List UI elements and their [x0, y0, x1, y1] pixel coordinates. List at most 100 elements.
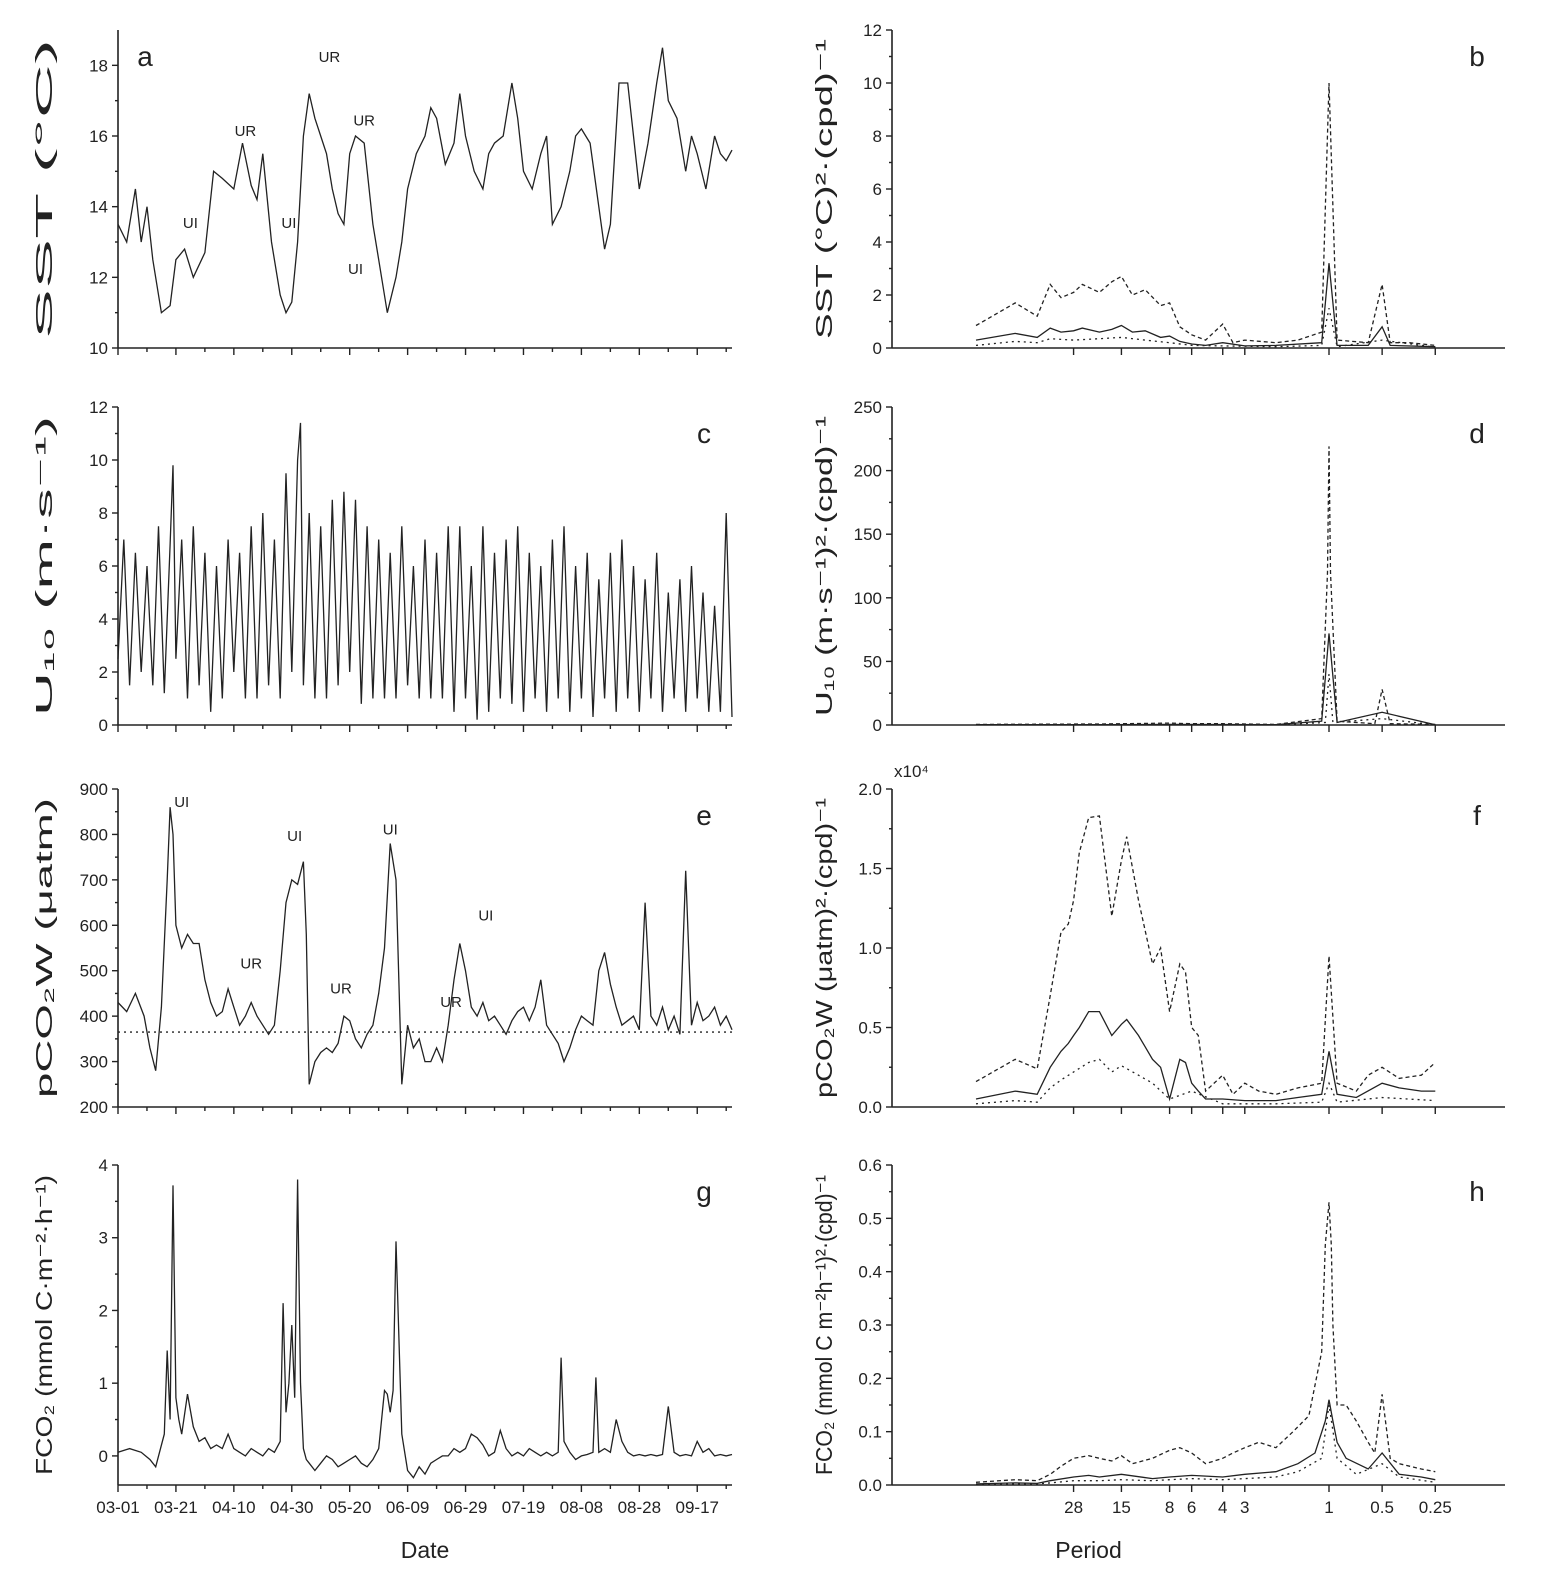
- y-tick-label: 0.3: [858, 1316, 882, 1335]
- multiplier-label: x10⁴: [894, 762, 929, 781]
- x-tick-label: 04-10: [212, 1498, 255, 1517]
- y-tick-label: 0.1: [858, 1423, 882, 1442]
- y-tick-label: 4: [99, 1156, 108, 1175]
- series-line-upper: [975, 815, 1436, 1096]
- x-tick-label: 6: [1187, 1498, 1196, 1517]
- x-tick-label: 06-29: [444, 1498, 487, 1517]
- panel-c: 0 2 4 6 8 10 12 c U₁₀ (m·s⁻¹): [31, 398, 733, 735]
- annotation-label: UI: [287, 828, 302, 845]
- x-tick-label: 08-28: [618, 1498, 661, 1517]
- y-tick-label: 600: [80, 916, 108, 935]
- annotation-label: UI: [478, 908, 493, 925]
- x-axis-title: Date: [401, 1537, 450, 1563]
- y-tick-label: 1.0: [858, 939, 882, 958]
- y-tick-label: 10: [89, 339, 108, 358]
- y-tick-label: 18: [89, 56, 108, 75]
- y-axis-title: FCO₂ (mmol C·m⁻²·h⁻¹): [31, 1175, 57, 1475]
- series-line-lower: [975, 308, 1436, 348]
- series-line-lower: [976, 674, 1436, 726]
- y-tick-label: 0.0: [858, 1476, 882, 1495]
- y-tick-label: 12: [863, 21, 882, 40]
- y-tick-label: 10: [89, 451, 108, 470]
- y-tick-label: 6: [99, 557, 108, 576]
- y-tick-label: 700: [80, 871, 108, 890]
- panel-f: 0.0 0.5 1.0 1.5 2.0 f pCO₂W (μatm)²·(cpd)⁻¹ x10…: [811, 762, 1505, 1117]
- y-tick-label: 800: [80, 825, 108, 844]
- y-tick-label: 0: [99, 1447, 108, 1466]
- y-tick-label: 1.5: [858, 860, 882, 879]
- annotation-label: UR: [235, 123, 257, 140]
- x-tick-label: 06-09: [386, 1498, 429, 1517]
- x-tick-label: 05-20: [328, 1498, 371, 1517]
- x-tick-label: 4: [1218, 1498, 1227, 1517]
- annotation-label: UI: [281, 215, 296, 232]
- annotation-label: UI: [174, 794, 189, 811]
- y-tick-label: 4: [873, 233, 882, 252]
- panel-letter: d: [1469, 418, 1485, 449]
- x-tick-label: 03-01: [96, 1498, 139, 1517]
- y-tick-label: 16: [89, 127, 108, 146]
- y-tick-label: 250: [854, 398, 882, 417]
- y-tick-label: 12: [89, 398, 108, 417]
- x-tick-label: 15: [1112, 1498, 1131, 1517]
- y-tick-label: 0: [873, 339, 882, 358]
- panel-letter: g: [696, 1176, 712, 1207]
- series-line-upper: [975, 1202, 1436, 1483]
- series-line-lower: [975, 1058, 1436, 1105]
- y-tick-label: 150: [854, 525, 882, 544]
- annotation-label: UI: [183, 215, 198, 232]
- series-line-mean: [975, 1010, 1436, 1102]
- series-line-fco2: [117, 1179, 733, 1479]
- y-tick-label: 6: [873, 180, 882, 199]
- y-tick-label: 4: [99, 610, 108, 629]
- annotation-label: UR: [440, 994, 462, 1011]
- x-tick-label: 09-17: [676, 1498, 719, 1517]
- annotation-label: UI: [348, 261, 363, 278]
- y-tick-label: 0.5: [858, 1209, 882, 1228]
- y-tick-label: 2: [99, 663, 108, 682]
- y-tick-label: 0: [873, 716, 882, 735]
- y-axis-title: SST (°C): [31, 39, 57, 339]
- panel-letter: a: [137, 41, 153, 72]
- panel-a: 10 12 14 16 18 UI UR UI UR UR UI a SST (°C): [31, 30, 733, 358]
- series-line-upper: [975, 82, 1436, 347]
- y-axis-title: U₁₀ (m·s⁻¹)²·(cpd)⁻¹: [811, 415, 837, 716]
- y-axis-title: pCO₂W (μatm): [31, 798, 57, 1098]
- y-tick-label: 0.2: [858, 1369, 882, 1388]
- y-tick-label: 3: [99, 1229, 108, 1248]
- y-tick-label: 300: [80, 1053, 108, 1072]
- y-axis-title: SST (°C)²·(cpd)⁻¹: [811, 38, 837, 339]
- panel-e: 200 300 400 500 600 700 800 900 UI UR UI UR UI UR UI e p…: [31, 780, 733, 1117]
- x-tick-label: 0.25: [1419, 1498, 1452, 1517]
- y-axis-title: U₁₀ (m·s⁻¹): [31, 416, 57, 716]
- x-axis-title: Period: [1055, 1537, 1121, 1563]
- x-tick-label: 1: [1324, 1498, 1333, 1517]
- y-tick-label: 0.4: [858, 1263, 882, 1282]
- y-tick-label: 0.6: [858, 1156, 882, 1175]
- y-tick-label: 12: [89, 268, 108, 287]
- y-tick-label: 500: [80, 962, 108, 981]
- x-tick-label: 28: [1064, 1498, 1083, 1517]
- series-line-lower: [975, 1404, 1436, 1486]
- annotation-label: UR: [319, 49, 341, 66]
- panel-letter: f: [1473, 800, 1481, 831]
- y-tick-label: 10: [863, 74, 882, 93]
- y-axis-title: pCO₂W (μatm)²·(cpd)⁻¹: [811, 798, 837, 1098]
- panel-d: 0 50 100 150 200 250 d U₁₀ (m·s⁻¹)²·(cpd)⁻¹: [811, 398, 1505, 735]
- y-tick-label: 50: [863, 652, 882, 671]
- series-line-u10: [117, 422, 733, 720]
- panel-letter: c: [697, 418, 711, 449]
- series-line-mean: [975, 633, 1436, 726]
- x-tick-label: 8: [1165, 1498, 1174, 1517]
- y-tick-label: 400: [80, 1007, 108, 1026]
- y-tick-label: 2: [873, 286, 882, 305]
- series-line-sst: [117, 47, 733, 315]
- annotation-label: UR: [240, 955, 262, 972]
- y-tick-label: 1: [99, 1374, 108, 1393]
- y-tick-label: 100: [854, 589, 882, 608]
- y-tick-label: 0.5: [858, 1019, 882, 1038]
- series-line-mean: [975, 1399, 1436, 1485]
- x-tick-label: 3: [1240, 1498, 1249, 1517]
- x-tick-label: 08-08: [560, 1498, 603, 1517]
